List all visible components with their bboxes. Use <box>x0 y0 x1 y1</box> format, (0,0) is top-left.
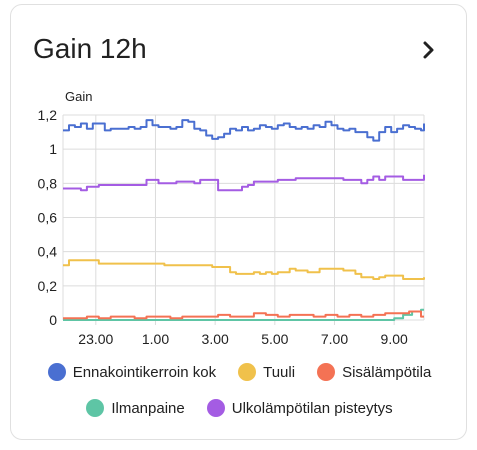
legend-item-3[interactable]: Ilmanpaine <box>86 399 185 417</box>
y-tick-label: 0,6 <box>38 210 58 226</box>
legend-color-dot <box>317 363 336 381</box>
y-tick-label: 1 <box>49 141 57 157</box>
series-line-3 <box>63 308 424 321</box>
x-tick-label: 7.00 <box>321 331 348 347</box>
legend-color-dot <box>86 399 105 417</box>
y-tick-label: 1,2 <box>38 107 58 123</box>
legend-item-0[interactable]: Ennakointikerroin kok <box>47 363 217 381</box>
legend-label: Ennakointikerroin kok <box>72 363 217 381</box>
x-tick-label: 3.00 <box>202 331 229 347</box>
x-tick-label: 23.00 <box>78 331 113 347</box>
chevron-right-icon[interactable] <box>414 35 444 65</box>
x-tick-label: 9.00 <box>381 331 408 347</box>
legend-label: Ulkolämpötilan pisteytys <box>231 399 393 417</box>
y-tick-label: 0,4 <box>38 244 58 260</box>
x-tick-label: 1.00 <box>142 331 169 347</box>
y-tick-label: 0,8 <box>38 175 58 191</box>
x-tick-label: 5.00 <box>261 331 288 347</box>
legend-item-2[interactable]: Sisälämpötila <box>317 363 431 381</box>
history-graph-card: Gain 12h Gain 0 0,2 0,4 0,6 0,8 1 1,2 23.00 1.00 3… <box>10 4 467 440</box>
legend-color-dot <box>47 363 66 381</box>
legend-color-dot <box>206 399 225 417</box>
series-line-0 <box>63 119 425 142</box>
y-tick-label: 0 <box>49 312 57 328</box>
gain-line-chart: Gain 0 0,2 0,4 0,6 0,8 1 1,2 23.00 1.00 3.00 5.00 7.… <box>38 89 425 347</box>
series-line-2 <box>63 310 424 320</box>
card-title: Gain 12h <box>33 33 147 64</box>
legend-label: Tuuli <box>263 363 296 381</box>
legend-label: Ilmanpaine <box>111 399 185 417</box>
y-tick-label: 0,2 <box>38 278 58 294</box>
legend-label: Sisälämpötila <box>342 363 432 381</box>
series-line-4 <box>63 174 425 192</box>
chart-legend: Ennakointikerroin kok Tuuli Sisälämpötila … <box>11 363 468 435</box>
legend-item-1[interactable]: Tuuli <box>238 363 295 381</box>
legend-color-dot <box>238 363 257 381</box>
series-line-1 <box>63 259 425 280</box>
legend-item-4[interactable]: Ulkolämpötilan pisteytys <box>206 399 393 417</box>
y-axis-label: Gain <box>65 89 92 104</box>
